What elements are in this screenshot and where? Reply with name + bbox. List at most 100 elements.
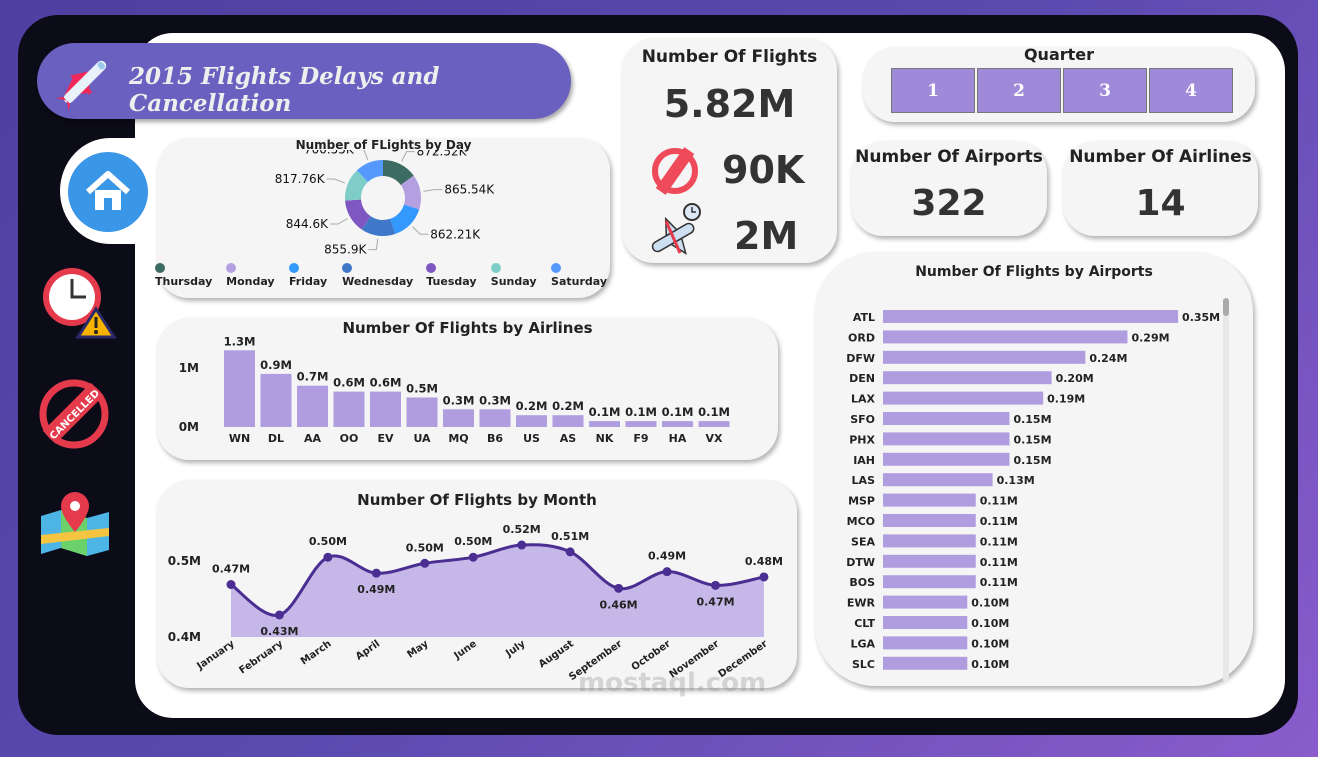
bar-label: 0.10M: [971, 617, 1009, 630]
data-point-november: [711, 580, 720, 590]
bar-lga: [883, 636, 968, 650]
legend-item-monday[interactable]: Monday: [226, 262, 283, 288]
y-tick-label: 0.5M: [168, 554, 201, 568]
donut-slice-thursday: [383, 160, 414, 186]
bar-aa: [297, 385, 328, 427]
x-tick-label: MQ: [448, 432, 468, 445]
legend-item-tuesday[interactable]: Tuesday: [426, 262, 485, 288]
bar-las: [883, 473, 993, 487]
bar-label: 0.15M: [1013, 433, 1051, 446]
legend-label: Monday: [226, 275, 275, 288]
home-icon: [68, 152, 148, 232]
donut-slice-saturday: [356, 160, 383, 182]
leader-line: [326, 178, 345, 184]
flights-by-airlines-chart: 0M 1M 1.3M WN 0.9M DL 0.7M AA 0.6M OO 0.6M EV 0.5M UA…: [179, 334, 730, 445]
y-tick-label: LAS: [852, 474, 876, 487]
x-tick-label: UA: [413, 432, 431, 445]
y-tick-label: SEA: [851, 535, 875, 548]
legend-dot: [289, 263, 299, 273]
x-tick-label: August: [537, 638, 576, 670]
data-label: 0.50M: [454, 535, 492, 548]
x-tick-label: May: [405, 638, 430, 660]
x-tick-label: OO: [340, 432, 359, 445]
data-point-may: [420, 558, 430, 568]
day-legend: Thursday Monday Friday Wednesday Tuesday Sund…: [155, 262, 615, 288]
airports-value: 322: [911, 183, 987, 224]
legend-label: Saturday: [551, 275, 608, 288]
x-tick-label: B6: [487, 432, 503, 445]
data-label: 0.50M: [406, 541, 444, 554]
bar-vx: [698, 421, 730, 427]
bar-label: 0.7M: [297, 370, 329, 384]
bar-label: 0.15M: [1013, 454, 1051, 467]
y-tick-label: EWR: [847, 597, 876, 610]
watermark: mostaql.com: [578, 668, 767, 698]
data-label: 0.46M: [600, 598, 638, 611]
y-tick-label: IAH: [853, 454, 875, 467]
bar-label: 0.10M: [971, 658, 1009, 671]
flights-value: 5.82M: [663, 82, 796, 126]
leader-line: [355, 150, 369, 161]
x-tick-label: WN: [229, 432, 250, 445]
bar-label: 0.29M: [1131, 331, 1169, 344]
bar-ewr: [883, 595, 968, 609]
bar-slc: [883, 656, 968, 670]
data-label: 0.49M: [357, 583, 395, 596]
bar-dtw: [883, 554, 976, 568]
bar-ua: [406, 397, 438, 427]
data-label: 0.50M: [309, 535, 347, 548]
chart-title: Number Of Flights by Airports: [915, 264, 1153, 280]
legend-item-wednesday[interactable]: Wednesday: [342, 262, 420, 288]
slice-label: 865.54K: [444, 183, 495, 197]
bar-label: 0.11M: [980, 556, 1018, 569]
map-pin-icon[interactable]: [37, 490, 113, 556]
slice-label: 872.52K: [417, 150, 468, 159]
data-point-january: [226, 580, 236, 590]
x-tick-label: April: [354, 638, 382, 662]
bar-sfo: [883, 412, 1010, 425]
legend-label: Sunday: [490, 275, 537, 288]
legend-dot: [490, 263, 501, 273]
bar-mq: [443, 409, 474, 427]
bar-wn: [224, 350, 255, 427]
bar-label: 0.3M: [443, 393, 475, 407]
bar-label: 0.10M: [971, 597, 1009, 610]
delayed-value: 2M: [734, 214, 799, 258]
y-tick-label: DEN: [849, 372, 875, 385]
data-label: 0.47M: [696, 595, 734, 608]
bar-clt: [883, 616, 968, 629]
x-tick-label: NK: [596, 432, 614, 445]
sidebar-item-home[interactable]: [60, 138, 160, 244]
x-tick-label: February: [237, 638, 285, 676]
flights-by-airports-chart: ATL 0.35M ORD 0.29M DFW 0.24M DEN 0.20M LAX 0.19M…: [846, 310, 1220, 671]
clock-warning-icon[interactable]: [40, 265, 118, 343]
cancelled-stamp-icon[interactable]: CANCELLED: [36, 376, 112, 452]
legend-item-friday[interactable]: Friday: [289, 262, 336, 288]
flights-by-airports-card: Number Of Flights by Airports: [815, 252, 1253, 686]
quarter-4-button[interactable]: 4: [1149, 68, 1233, 113]
x-tick-label: March: [299, 638, 334, 667]
legend-label: Thursday: [155, 275, 213, 288]
bar-label: 0.19M: [1047, 393, 1085, 406]
bar-label: 0.11M: [980, 535, 1018, 548]
airports-scrollbar[interactable]: [1223, 298, 1229, 682]
data-label: 0.47M: [212, 563, 250, 576]
data-label: 0.43M: [260, 625, 298, 638]
bar-label: 0.24M: [1089, 352, 1127, 365]
legend-dot: [551, 263, 562, 273]
legend-item-saturday[interactable]: Saturday: [551, 262, 615, 288]
y-tick-label: 0M: [179, 420, 199, 434]
legend-item-sunday[interactable]: Sunday: [490, 262, 545, 288]
quarter-3-button[interactable]: 3: [1063, 68, 1147, 113]
leader-line: [401, 151, 415, 162]
quarter-2-button[interactable]: 2: [977, 68, 1061, 113]
x-tick-label: EV: [377, 432, 394, 445]
data-point-october: [662, 567, 672, 577]
y-tick-label: BOS: [849, 576, 875, 589]
legend-item-thursday[interactable]: Thursday: [155, 262, 220, 288]
airports-title: Number Of Airports: [855, 147, 1043, 167]
bar-ev: [370, 391, 401, 427]
airports-scrollbar-thumb[interactable]: [1223, 298, 1229, 316]
cancelled-value: 90K: [722, 148, 805, 192]
quarter-1-button[interactable]: 1: [891, 68, 975, 113]
